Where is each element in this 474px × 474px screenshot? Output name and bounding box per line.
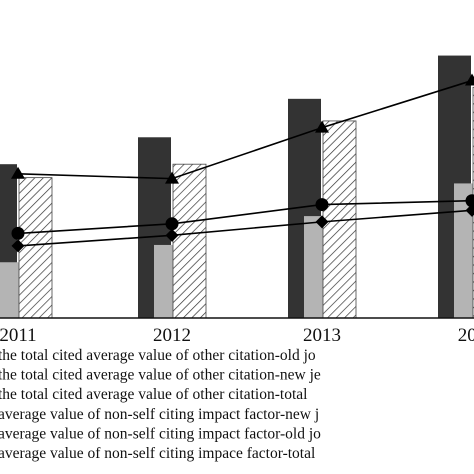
legend-item-impact_total: average value of non-self citing impace … — [0, 445, 315, 462]
point-impact_total-2012 — [165, 228, 179, 242]
point-impact_old-2012 — [165, 217, 179, 231]
x-tick-label: 2011 — [0, 325, 37, 346]
point-impact_new-2013 — [315, 120, 329, 133]
point-impact_old-2011 — [11, 226, 25, 240]
x-tick-label: 2013 — [303, 325, 341, 346]
legend-item-total: the total cited average value of other c… — [0, 386, 307, 403]
point-impact_new-2014 — [465, 73, 474, 86]
x-tick-label: 201 — [458, 325, 474, 346]
legend-item-impact_old: average value of non-self citing impact … — [0, 425, 321, 442]
line-impact_old — [17, 199, 473, 235]
line-impact_total — [17, 209, 473, 247]
line-impact_new — [17, 79, 473, 180]
bar-new-2012 — [172, 163, 207, 319]
point-impact_total-2013 — [315, 215, 329, 229]
point-impact_total-2014 — [465, 203, 474, 217]
point-impact_total-2011 — [11, 239, 25, 253]
bar-new-2011 — [18, 177, 53, 319]
point-impact_old-2013 — [315, 198, 329, 212]
legend: the total cited average value of other c… — [0, 347, 321, 462]
legend-item-new: the total cited average value of other c… — [0, 367, 321, 384]
bar-total-2014 — [454, 183, 474, 318]
point-impact_new-2011 — [11, 166, 25, 179]
x-tick-label: 2012 — [153, 325, 191, 346]
legend-item-impact_new: average value of non-self citing impact … — [0, 406, 319, 423]
bars-layer — [0, 55, 474, 319]
point-impact_new-2012 — [165, 171, 179, 184]
x-axis-ticks: 2011 2012 2013 201 — [0, 325, 474, 346]
lines-layer — [11, 73, 474, 253]
legend-item-old: the total cited average value of other c… — [0, 347, 316, 364]
